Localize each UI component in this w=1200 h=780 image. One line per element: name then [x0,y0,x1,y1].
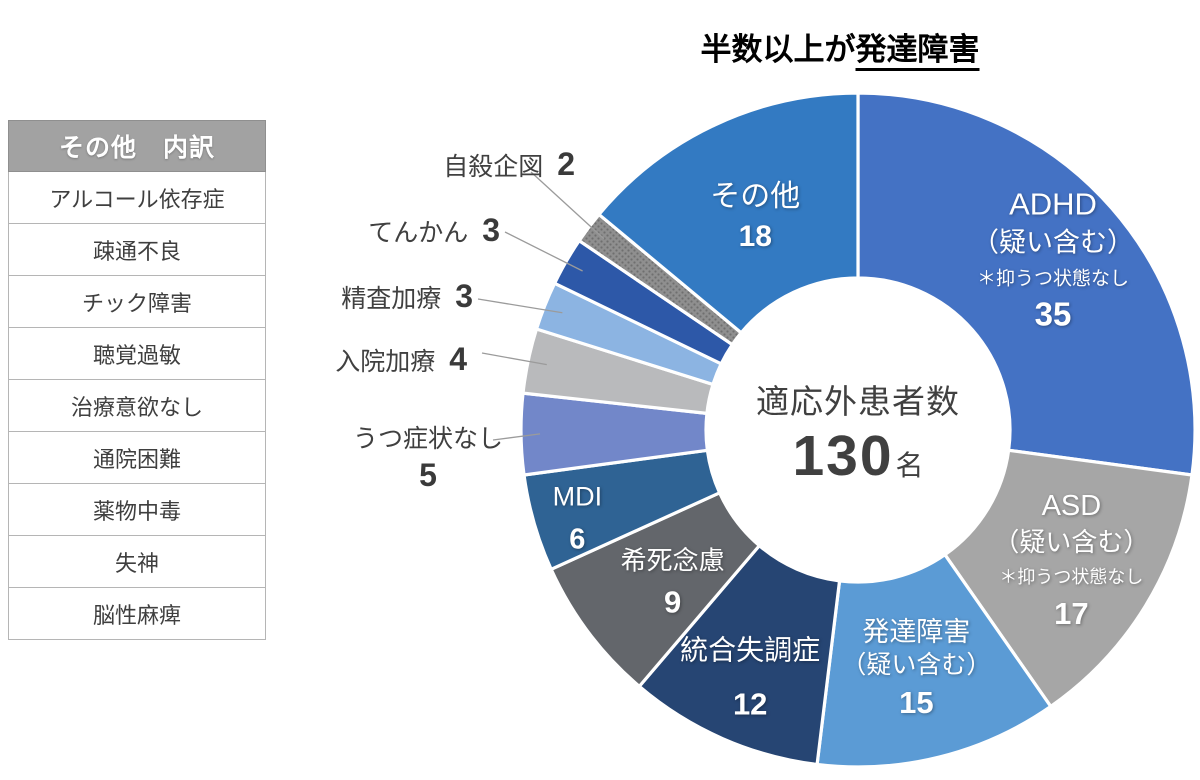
title-emphasis: 発達障害 [855,32,980,71]
other-table-cell: 薬物中毒 [8,483,266,536]
callout-label: 自殺企図 [443,153,544,181]
callout-suicide-attempt: 自殺企図 2 [443,146,575,183]
other-table-cell: 失神 [8,535,266,588]
callout-hospitalization: 入院加療 4 [335,341,467,378]
segment-label-3: 統合失調症 12 [680,634,820,721]
callout-no-depression: うつ症状なし 5 [353,419,503,494]
segment-label-0: ADHD （疑い含む）＊抑うつ状態なし 35 [972,187,1134,333]
callout-label: てんかん [368,219,469,247]
callout-value: 2 [557,146,575,182]
leader-line-9 [504,231,583,272]
other-table-cell: 脳性麻痺 [8,587,266,640]
other-table-cell: 聴覚過敏 [8,327,266,380]
donut-center-label: 適応外患者数 130名 [756,375,960,489]
title-prefix: 半数以上が [700,32,856,67]
callout-label: 入院加療 [335,348,436,376]
other-table-row: アルコール依存症 [8,171,266,224]
other-table-cell: アルコール依存症 [8,171,266,224]
center-label-text: 適応外患者数 [756,383,960,420]
page-title: 半数以上が発達障害 [700,24,980,71]
segment-label-1: ASD （疑い含む）＊抑うつ状態なし 17 [993,490,1149,631]
callout-label: 精査加療 [341,285,442,313]
callout-leader-lines [477,171,605,441]
segment-label-2: 発達障害（疑い含む） 15 [841,617,991,720]
donut-segments [519,91,1197,769]
other-table-row: 失神 [8,535,266,588]
center-total-unit: 名 [895,450,924,481]
segment-label-11: その他 18 [710,180,800,253]
callout-label: うつ症状なし [352,425,503,453]
leader-line-8 [477,298,563,314]
callout-detailed-exam: 精査加療 3 [341,278,473,315]
other-table-row: 聴覚過敏 [8,327,266,380]
callout-value: 3 [482,212,500,248]
leader-line-7 [481,352,547,366]
leader-line-10 [530,171,605,240]
callout-value: 5 [419,457,437,493]
donut-segment-0 [856,91,1197,477]
donut-segment-11 [597,91,860,335]
other-breakdown-table: その他 内訳 アルコール依存症 疎通不良 チック障害 聴覚過敏 治療意欲なし 通院困難 薬物… [8,120,266,640]
segment-label-4: 希死念慮 9 [621,546,725,620]
leader-line-6 [492,433,541,441]
callout-value: 3 [455,278,473,314]
other-table-row: 通院困難 [8,431,266,484]
callout-value: 4 [449,341,467,377]
other-table-cell: 通院困難 [8,431,266,484]
other-table-row: 治療意欲なし [8,379,266,432]
other-table-row: 脳性麻痺 [8,587,266,640]
other-table-cell: 治療意欲なし [8,379,266,432]
donut-segment-2 [815,553,1053,769]
other-table-header: その他 内訳 [8,120,266,172]
center-total-number: 130 [792,424,894,488]
segment-label-5: MDI 6 [553,482,603,556]
segment-inner-labels: ADHD （疑い含む）＊抑うつ状態なし 35 ASD （疑い含む）＊抑うつ状態なし 17発… [553,180,1150,721]
other-table-row: 薬物中毒 [8,483,266,536]
callout-epilepsy: てんかん 3 [368,212,500,249]
